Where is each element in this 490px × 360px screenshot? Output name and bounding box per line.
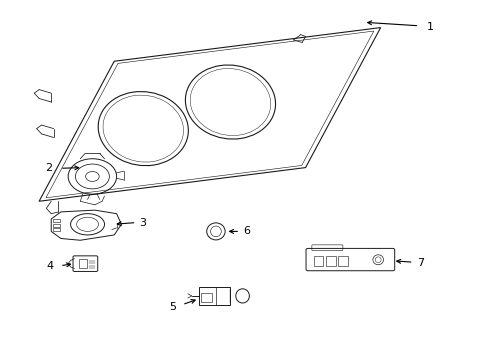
Bar — [326, 256, 336, 266]
Bar — [314, 256, 323, 266]
Bar — [339, 256, 348, 266]
Text: 4: 4 — [47, 261, 53, 271]
Bar — [53, 219, 60, 222]
Text: 7: 7 — [417, 258, 425, 268]
Bar — [199, 287, 230, 305]
Bar — [79, 260, 87, 268]
Text: 6: 6 — [244, 226, 250, 237]
Text: 3: 3 — [139, 217, 147, 228]
Text: 2: 2 — [46, 163, 53, 173]
Bar — [53, 228, 60, 231]
Text: 1: 1 — [427, 22, 434, 32]
Text: 5: 5 — [169, 302, 176, 311]
Bar — [53, 224, 60, 227]
Bar — [201, 293, 212, 302]
